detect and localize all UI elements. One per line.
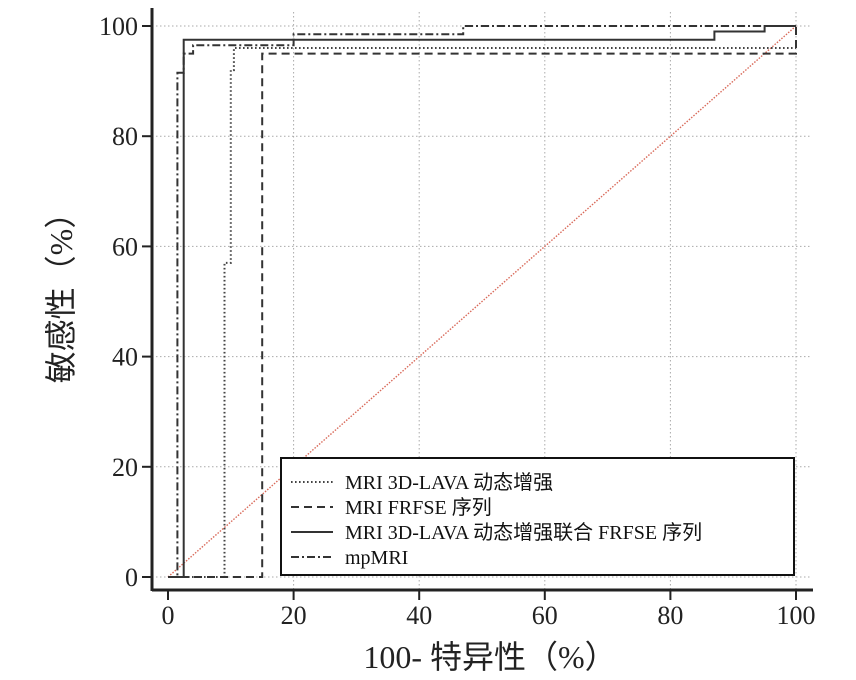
- roc-curve-2: [168, 26, 797, 578]
- diagonal-line: [167, 25, 797, 578]
- roc-curve-4: [168, 25, 796, 578]
- legend-label-2: MRI FRFSE 序列: [345, 496, 492, 519]
- y-tick-label-0: 0: [125, 563, 138, 592]
- x-tick-label-2: 40: [406, 601, 432, 630]
- y-tick-label-3: 60: [112, 232, 138, 261]
- y-tick-label-4: 80: [112, 122, 138, 151]
- curves: [168, 25, 797, 578]
- legend-label-4: mpMRI: [345, 547, 408, 569]
- axes: [142, 8, 813, 600]
- legend-label-1: MRI 3D-LAVA 动态增强: [345, 471, 553, 494]
- x-tick-label-5: 100: [777, 601, 816, 630]
- x-tick-label-3: 60: [532, 601, 558, 630]
- y-tick-labels: 0 20 40 60 80 100: [99, 12, 138, 592]
- x-tick-label-0: 0: [162, 601, 175, 630]
- y-tick-label-1: 20: [112, 453, 138, 482]
- legend-box: [280, 457, 795, 576]
- x-tick-labels: 0 20 40 60 80 100: [162, 601, 816, 630]
- x-tick-label-1: 20: [281, 601, 307, 630]
- reference-line: [167, 25, 797, 578]
- x-tick-label-4: 80: [657, 601, 683, 630]
- grid: [152, 12, 812, 590]
- y-axis-label: 敏感性（%）: [43, 197, 79, 384]
- x-axis-label: 100- 特异性（%）: [363, 639, 616, 675]
- legend-label-3: MRI 3D-LAVA 动态增强联合 FRFSE 序列: [345, 521, 702, 544]
- y-tick-label-2: 40: [112, 343, 138, 372]
- roc-curve-1: [168, 47, 796, 578]
- y-tick-label-5: 100: [99, 12, 138, 41]
